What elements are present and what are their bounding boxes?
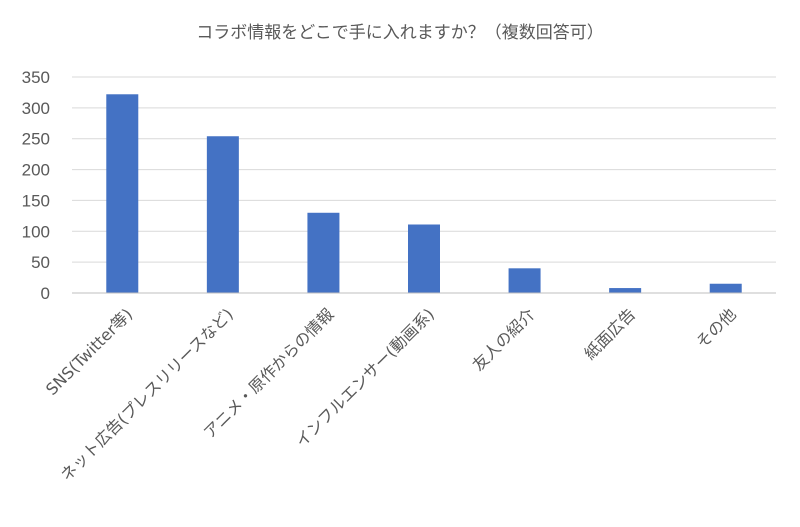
x-tick-label: 友人の紹介 <box>469 305 539 375</box>
bar <box>307 212 340 293</box>
y-tick-label: 350 <box>22 68 50 87</box>
gridlines <box>72 76 776 263</box>
bars <box>106 94 742 293</box>
y-axis-ticks: 0 50 100 150 200 250 300 350 <box>22 68 50 303</box>
bar <box>106 94 139 293</box>
x-tick-label: その他 <box>692 305 739 352</box>
x-tick-label: SNS(Twitter等) <box>42 305 136 399</box>
bar <box>206 136 239 293</box>
x-tick-label: ネット広告(プレスリリースなど) <box>57 305 237 485</box>
y-tick-label: 300 <box>22 99 50 118</box>
chart-title: コラボ情報をどこで手に入れますか？（複数回答可） <box>196 23 604 43</box>
y-tick-label: 200 <box>22 161 50 180</box>
bar <box>408 224 440 293</box>
bar <box>609 288 642 293</box>
y-tick-label: 50 <box>31 253 50 272</box>
y-tick-label: 250 <box>22 130 50 149</box>
bar <box>709 283 742 293</box>
x-tick-label: 紙面広告 <box>580 305 639 364</box>
y-tick-label: 150 <box>22 191 50 210</box>
y-tick-label: 100 <box>22 222 50 241</box>
y-tick-label: 0 <box>41 284 50 303</box>
x-axis-labels: SNS(Twitter等)ネット広告(プレスリリースなど)アニメ・原作からの情報… <box>42 305 740 485</box>
bar <box>508 268 541 293</box>
